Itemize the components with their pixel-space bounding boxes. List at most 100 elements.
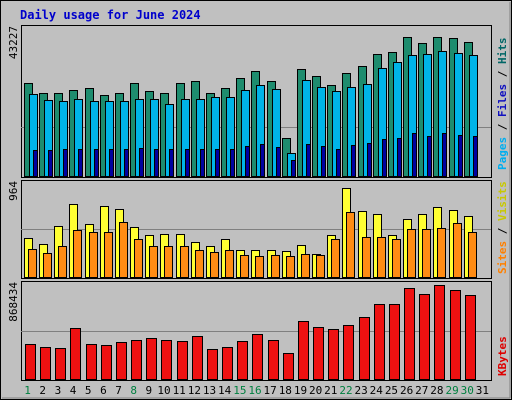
day-label: 16 — [248, 384, 261, 397]
sites-bar — [255, 256, 264, 278]
pages-bar — [260, 144, 265, 177]
kbytes-bar — [161, 340, 172, 380]
kbytes-bar — [283, 353, 294, 380]
legend-sep: / — [496, 221, 509, 241]
pages-bar — [185, 149, 190, 177]
panel-hits-files-pages: 43227 Pages / Files / Hits — [7, 25, 509, 178]
pages-bar — [458, 135, 463, 177]
legend-kbytes: KBytes — [496, 336, 509, 376]
legend-pages: Pages — [496, 137, 509, 170]
sites-bar — [104, 232, 113, 278]
day-label: 3 — [55, 384, 62, 397]
day-label: 27 — [415, 384, 428, 397]
day-label: 28 — [430, 384, 443, 397]
day-label: 14 — [218, 384, 232, 397]
day-label: 15 — [233, 384, 246, 397]
day-label: 30 — [461, 384, 474, 397]
day-label: 29 — [445, 384, 458, 397]
sites-bar — [316, 255, 325, 278]
pages-bar — [276, 147, 281, 177]
kbytes-bar — [313, 327, 324, 380]
sites-bar — [149, 246, 158, 278]
legend-files: Files — [496, 84, 509, 117]
pages-bar — [139, 148, 144, 177]
day-label: 23 — [355, 384, 368, 397]
pages-bar — [412, 133, 417, 177]
day-label: 8 — [130, 384, 137, 397]
sites-bar — [58, 246, 67, 278]
day-label: 2 — [39, 384, 46, 397]
day-label: 6 — [100, 384, 107, 397]
sites-bar — [195, 250, 204, 278]
kbytes-bar — [131, 340, 142, 380]
kbytes-bar — [328, 329, 339, 380]
day-label: 21 — [324, 384, 337, 397]
pages-bar — [306, 144, 311, 177]
x-axis-labels: 1 2 3 4 5 6 7 8 9 10 11 12 13 14 15 16 17 18 19 20 21 22 23 24 2… — [24, 384, 489, 397]
day-label: 22 — [339, 384, 352, 397]
pages-bar — [473, 136, 478, 177]
kbytes-bar — [146, 338, 157, 380]
pages-bar — [169, 149, 174, 177]
sites-bar — [392, 239, 401, 278]
sites-bar — [377, 237, 386, 278]
pages-bar — [230, 149, 235, 177]
panel-max-label: 964 — [7, 181, 20, 201]
day-label: 5 — [85, 384, 92, 397]
day-label: 13 — [203, 384, 216, 397]
pages-bar — [78, 149, 83, 177]
sites-bar — [331, 239, 340, 278]
legend-visits: Visits — [496, 181, 509, 221]
kbytes-bar — [86, 344, 97, 380]
day-label: 10 — [157, 384, 170, 397]
kbytes-bar — [101, 345, 112, 380]
sites-bar — [362, 237, 371, 278]
panel-max-label: 43227 — [7, 26, 20, 59]
kbytes-bar — [419, 294, 430, 380]
kbytes-bar — [177, 341, 188, 380]
sites-bar — [468, 232, 477, 278]
sites-bar — [286, 256, 295, 278]
sites-bar — [43, 253, 52, 278]
legend-sep1: / — [496, 117, 509, 137]
legend-sites: Sites — [496, 241, 509, 274]
panel-legend: KBytes — [496, 336, 509, 376]
kbytes-bar — [404, 288, 415, 380]
pages-bar — [200, 149, 205, 177]
kbytes-bar — [237, 341, 248, 380]
kbytes-bar — [40, 347, 51, 380]
sites-bar — [437, 228, 446, 278]
sites-bar — [28, 249, 37, 278]
pages-bar — [442, 133, 447, 177]
legend-sep2: / — [496, 64, 509, 84]
kbytes-bar — [207, 349, 218, 380]
kbytes-bar — [192, 336, 203, 380]
day-label: 11 — [173, 384, 186, 397]
pages-bar — [321, 146, 326, 177]
pages-bar — [94, 149, 99, 177]
kbytes-bar — [252, 334, 263, 380]
day-label: 1 — [24, 384, 31, 397]
kbytes-bar — [359, 317, 370, 380]
sites-bar — [240, 255, 249, 278]
kbytes-bar — [434, 285, 445, 380]
sites-bar — [453, 223, 462, 278]
day-label: 26 — [400, 384, 413, 397]
pages-bar — [124, 149, 129, 177]
pages-bar — [336, 149, 341, 177]
day-label: 20 — [309, 384, 322, 397]
sites-bar — [407, 229, 416, 278]
kbytes-bar — [55, 348, 66, 380]
pages-bar — [351, 145, 356, 177]
pages-bar — [245, 146, 250, 177]
kbytes-bar — [298, 321, 309, 380]
kbytes-bar — [389, 304, 400, 380]
pages-bar — [154, 149, 159, 177]
sites-bar — [210, 252, 219, 278]
legend-hits: Hits — [496, 38, 509, 65]
sites-bar — [301, 254, 310, 278]
pages-bar — [427, 136, 432, 177]
pages-bar — [291, 160, 296, 177]
sites-bar — [164, 246, 173, 278]
